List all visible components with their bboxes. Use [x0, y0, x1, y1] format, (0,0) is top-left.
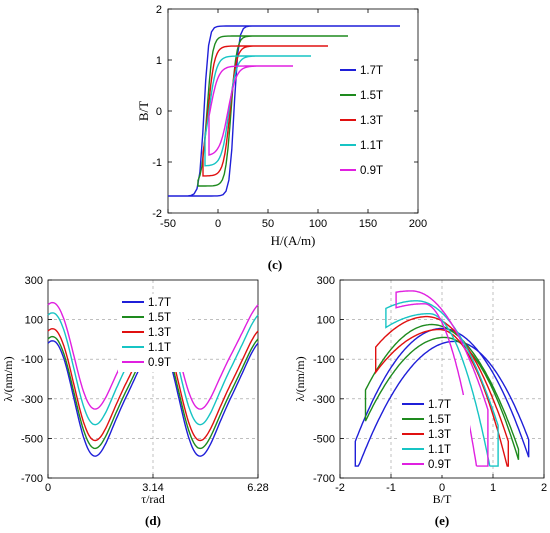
- e-ytick-label: -100: [313, 354, 335, 366]
- e-legend-label: 1.7T: [428, 399, 451, 411]
- c-ytick-label: 1: [156, 55, 162, 67]
- e-series-0.9T: [395, 290, 489, 467]
- e-xtick-label: 1: [490, 482, 496, 494]
- e-legend-label: 1.5T: [428, 414, 451, 426]
- e-series-1.7T: [354, 327, 530, 467]
- e-series-1.3T: [375, 315, 509, 467]
- c-xlabel: H/(A/m): [271, 233, 316, 248]
- e-ytick-label: -700: [313, 473, 335, 485]
- c-series-1.3T: [202, 45, 328, 177]
- d-ticks: 0 3.14 6.28 -700 -500 -300 -100 100 300: [21, 275, 269, 494]
- c-xtick-label: 50: [262, 218, 274, 230]
- e-ytick-label: 300: [317, 275, 335, 287]
- e-ytick-label: -300: [313, 394, 335, 406]
- d-legend-label: 1.3T: [148, 327, 171, 339]
- c-legend-label: 1.3T: [360, 115, 383, 127]
- c-series-1.5T: [197, 35, 348, 187]
- c-series-1.1T: [204, 55, 311, 167]
- d-legend-label: 1.5T: [148, 312, 171, 324]
- c-xtick-label: 100: [309, 218, 327, 230]
- c-xtick-label: 150: [359, 218, 377, 230]
- e-xlabel: B/T: [433, 492, 452, 506]
- c-legend-label: 1.5T: [360, 90, 383, 102]
- c-ytick-label: -2: [152, 208, 162, 220]
- e-series-1.1T: [385, 300, 499, 467]
- e-panel-label: (e): [435, 513, 449, 528]
- d-legend-label: 1.7T: [148, 297, 171, 309]
- d-xtick-label: 3.14: [142, 482, 163, 494]
- d-ytick-label: -100: [21, 354, 43, 366]
- d-ytick-label: 100: [25, 315, 43, 327]
- d-ytick-label: -300: [21, 394, 43, 406]
- e-curves: [354, 290, 530, 467]
- d-xtick-label: 6.28: [247, 482, 268, 494]
- d-xlabel: τ/rad: [141, 492, 164, 506]
- c-legend: 1.7T 1.5T 1.3T 1.1T 0.9T: [340, 65, 383, 177]
- c-ticks: -50 0 50 100 150 200 -2 -1 0 1 2: [152, 4, 427, 230]
- panel-d: 0 3.14 6.28 -700 -500 -300 -100 100 300 1.7T 1.5T…: [1, 275, 269, 528]
- d-xtick-label: 0: [45, 482, 51, 494]
- e-ticks: -2 -1 0 1 2 -700 -500 -300 -100 100 300: [313, 275, 547, 494]
- e-xtick-label: -1: [386, 482, 396, 494]
- e-legend: 1.7T 1.5T 1.3T 1.1T 0.9T: [398, 395, 470, 475]
- d-legend: 1.7T 1.5T 1.3T 1.1T 0.9T: [118, 294, 188, 372]
- c-legend-label: 0.9T: [360, 165, 383, 177]
- e-legend-label: 0.9T: [428, 459, 451, 471]
- c-panel-label: (c): [268, 257, 282, 272]
- d-legend-label: 0.9T: [148, 357, 171, 369]
- d-ytick-label: -500: [21, 433, 43, 445]
- d-ytick-label: 300: [25, 275, 43, 287]
- c-curves: [168, 25, 400, 197]
- e-legend-label: 1.3T: [428, 429, 451, 441]
- c-legend-label: 1.7T: [360, 65, 383, 77]
- c-series-1.7T: [168, 25, 400, 197]
- d-ylabel: λ/(nm/m): [1, 356, 15, 401]
- e-xtick-label: 0: [439, 482, 445, 494]
- e-ytick-label: 100: [317, 315, 335, 327]
- d-legend-label: 1.1T: [148, 342, 171, 354]
- c-ytick-label: -1: [152, 157, 162, 169]
- e-ytick-label: -500: [313, 433, 335, 445]
- c-xtick-label: 0: [215, 218, 221, 230]
- c-ytick-label: 0: [156, 106, 162, 118]
- e-xtick-label: -2: [335, 482, 345, 494]
- e-ylabel: λ/(nm/m): [293, 356, 307, 401]
- c-xtick-label: -50: [160, 218, 176, 230]
- c-xtick-label: 200: [409, 218, 427, 230]
- e-legend-label: 1.1T: [428, 444, 451, 456]
- e-xtick-label: 2: [541, 482, 547, 494]
- c-ytick-label: 2: [156, 4, 162, 16]
- d-panel-label: (d): [145, 513, 161, 528]
- c-series-0.9T: [208, 65, 293, 156]
- panel-c: -50 0 50 100 150 200 -2 -1 0 1 2 1.7T 1.5T 1.3T 1.1T 0…: [136, 4, 427, 272]
- c-legend-label: 1.1T: [360, 140, 383, 152]
- d-ytick-label: -700: [21, 473, 43, 485]
- c-ylabel: B/T: [136, 101, 151, 121]
- e-series-1.5T: [364, 323, 520, 461]
- plot-area-c: [167, 8, 419, 214]
